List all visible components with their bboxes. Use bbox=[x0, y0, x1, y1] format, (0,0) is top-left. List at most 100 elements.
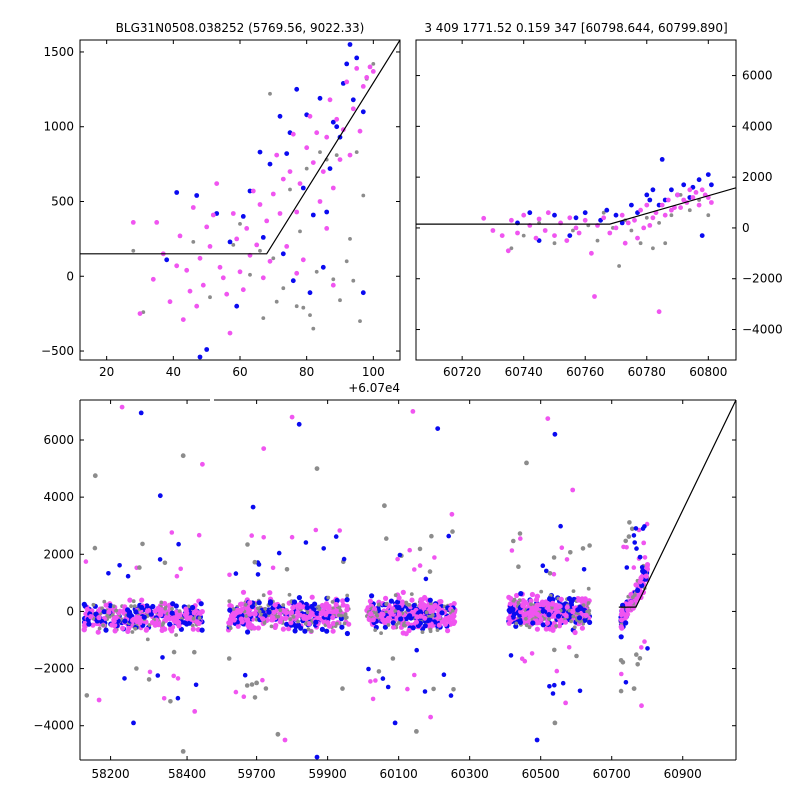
data-point-series_b bbox=[450, 615, 456, 621]
data-point-series_b bbox=[638, 207, 643, 213]
data-point-series_c bbox=[348, 237, 352, 241]
data-point-series_c bbox=[390, 656, 396, 661]
data-point-series_c bbox=[275, 731, 281, 737]
data-point-series_b bbox=[200, 282, 206, 288]
data-point-series_b bbox=[273, 622, 279, 628]
data-point-series_a bbox=[637, 554, 643, 560]
data-point-series_b bbox=[406, 627, 412, 634]
data-point-series_b bbox=[287, 169, 293, 175]
data-point-series_a bbox=[167, 621, 173, 627]
data-point-series_b bbox=[623, 614, 629, 620]
data-point-series_b bbox=[549, 601, 555, 607]
data-point-series_b bbox=[283, 610, 289, 616]
data-point-series_b bbox=[90, 622, 96, 628]
x-tick-label: 60700 bbox=[593, 767, 631, 781]
x-tick-label: 60500 bbox=[522, 767, 560, 781]
data-point-series_b bbox=[582, 217, 588, 223]
data-point-series_b bbox=[300, 257, 306, 263]
data-point-series_c bbox=[569, 619, 573, 624]
data-point-series_b bbox=[267, 258, 273, 264]
data-point-series_a bbox=[260, 235, 266, 240]
data-point-series_a bbox=[314, 610, 320, 616]
data-point-series_b bbox=[418, 613, 424, 619]
data-point-series_b bbox=[250, 188, 256, 194]
data-point-series_a bbox=[619, 220, 625, 226]
data-point-series_b bbox=[521, 212, 527, 218]
data-point-series_c bbox=[512, 597, 517, 602]
data-point-series_a bbox=[126, 612, 132, 618]
data-point-series_b bbox=[214, 181, 220, 187]
data-point-series_c bbox=[227, 599, 232, 604]
data-point-series_a bbox=[396, 604, 402, 611]
data-point-series_c bbox=[669, 213, 674, 218]
data-point-series_b bbox=[619, 671, 624, 677]
data-point-series_c bbox=[249, 682, 255, 687]
data-point-series_b bbox=[659, 202, 665, 208]
data-point-series_b bbox=[144, 608, 150, 614]
data-point-series_a bbox=[313, 619, 319, 625]
data-point-series_c bbox=[318, 150, 322, 155]
data-point-series_c bbox=[97, 626, 102, 631]
y-tick-label: 6000 bbox=[43, 433, 74, 447]
data-point-series_c bbox=[291, 615, 296, 619]
data-point-series_b bbox=[290, 605, 296, 611]
data-point-series_c bbox=[601, 210, 606, 215]
data-point-series_a bbox=[422, 623, 428, 629]
data-point-series_b bbox=[297, 181, 303, 187]
data-point-series_b bbox=[396, 595, 402, 601]
data-point-series_b bbox=[538, 616, 544, 623]
data-point-series_c bbox=[435, 628, 440, 632]
data-point-series_b bbox=[537, 601, 543, 608]
data-point-series_b bbox=[407, 547, 413, 553]
data-point-series_b bbox=[545, 605, 551, 611]
plot-frame bbox=[79, 39, 401, 361]
data-point-series_b bbox=[95, 629, 101, 635]
data-point-series_c bbox=[177, 609, 182, 613]
data-point-series_a bbox=[245, 629, 251, 635]
data-point-series_c bbox=[133, 626, 138, 631]
data-point-series_b bbox=[451, 601, 457, 607]
data-point-series_b bbox=[289, 414, 295, 420]
data-point-series_a bbox=[317, 95, 323, 101]
y-tick-label: −2000 bbox=[742, 272, 783, 286]
data-point-series_b bbox=[130, 617, 136, 624]
data-point-series_a bbox=[339, 624, 345, 630]
x-tick-label: 20 bbox=[99, 365, 114, 379]
data-point-series_b bbox=[445, 628, 451, 634]
data-point-series_a bbox=[613, 212, 619, 218]
data-point-series_a bbox=[623, 680, 629, 685]
data-point-series_a bbox=[93, 611, 99, 617]
data-point-series_c bbox=[577, 620, 582, 624]
data-point-series_b bbox=[333, 601, 339, 608]
data-point-series_a bbox=[304, 605, 310, 611]
data-point-series_b bbox=[481, 215, 487, 221]
data-point-series_a bbox=[439, 610, 445, 616]
x-tick-label: 60780 bbox=[628, 365, 666, 379]
data-point-series_b bbox=[187, 288, 193, 294]
x-tick-label: 58400 bbox=[168, 767, 206, 781]
data-point-series_a bbox=[157, 557, 163, 562]
data-point-series_b bbox=[330, 609, 336, 615]
data-point-series_c bbox=[340, 686, 345, 691]
data-point-series_c bbox=[551, 555, 557, 560]
data-point-series_c bbox=[632, 593, 637, 597]
data-point-series_b bbox=[373, 678, 378, 683]
data-point-series_c bbox=[623, 538, 628, 544]
data-point-series_b bbox=[109, 622, 115, 628]
data-point-series_b bbox=[547, 626, 553, 632]
data-point-series_c bbox=[417, 546, 423, 552]
data-point-series_a bbox=[319, 626, 325, 633]
data-point-series_b bbox=[180, 317, 186, 322]
data-point-series_a bbox=[527, 210, 533, 216]
data-point-series_b bbox=[528, 598, 534, 604]
data-point-series_b bbox=[137, 620, 143, 626]
data-point-series_c bbox=[252, 695, 258, 700]
data-point-series_b bbox=[555, 609, 561, 615]
data-point-series_c bbox=[331, 277, 336, 282]
data-point-series_c bbox=[132, 604, 137, 608]
data-point-series_b bbox=[405, 686, 410, 692]
data-point-series_b bbox=[618, 617, 625, 623]
data-point-series_c bbox=[137, 565, 142, 570]
data-point-series_c bbox=[450, 608, 455, 613]
data-point-series_a bbox=[122, 676, 127, 681]
